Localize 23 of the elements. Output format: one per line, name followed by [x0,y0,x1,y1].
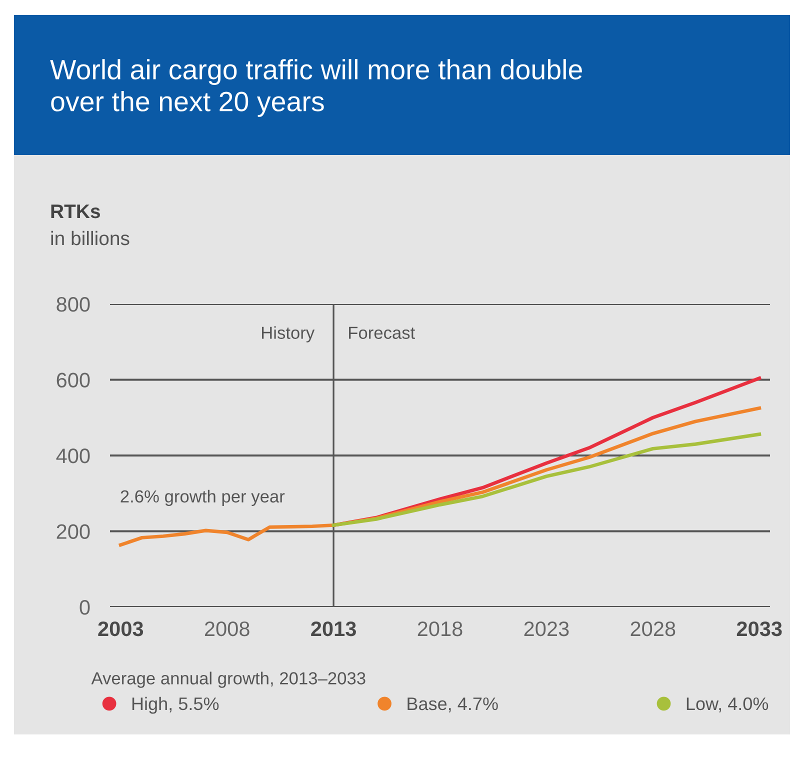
y-tick-label: 800 [56,297,90,312]
x-tick-label: 2008 [204,621,250,636]
legend-label: High, 5.5% [132,696,219,714]
y-axis-title: RTKs [51,204,100,218]
y-tick-label: 0 [80,600,90,615]
x-tick-label: 2028 [630,621,676,636]
chart-title: World air cargo traffic will more than double over the next 20 years [50,59,582,117]
chart-subtitle: in billions [51,230,130,246]
legend-label: Low, 4.0% [686,697,768,712]
x-tick-label: 2033 [736,621,782,636]
x-tick-label: 2013 [311,621,356,636]
legend-label: Base, 4.7% [408,697,498,712]
legend-title: Average annual growth, 2013–2033 [91,672,366,688]
annotation: 2.6% growth per year [120,490,285,506]
annotation: Forecast [349,326,416,339]
x-tick-label: 2023 [524,621,569,636]
line-series [332,432,762,527]
y-tick-label: 400 [56,448,90,464]
x-tick-label: 2018 [418,621,462,636]
x-tick-label: 2003 [98,621,144,636]
y-tick-label: 200 [56,524,90,540]
y-tick-label: 600 [56,372,90,388]
annotation: History [262,326,315,342]
